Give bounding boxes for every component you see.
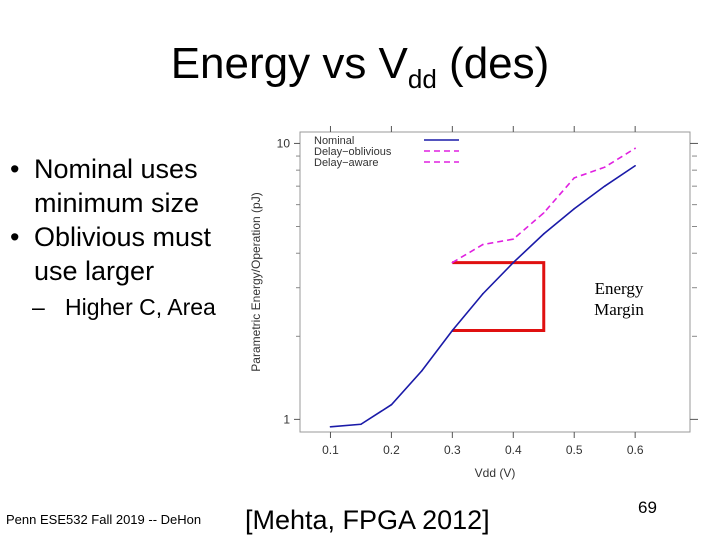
x-tick-label: 0.3 <box>444 443 461 457</box>
data-point <box>451 329 454 332</box>
sub-bullet-item: – Higher C, Area <box>10 292 250 322</box>
energy-margin-label: Energy Margin <box>594 279 644 319</box>
data-point <box>451 261 454 264</box>
title-subscript: dd <box>407 64 437 94</box>
x-tick-label: 0.6 <box>627 443 644 457</box>
energy-chart: 0.1 0.2 0.3 0.4 0.5 0.6 1 10 Vdd (V) Parametric E… <box>249 126 698 480</box>
data-point <box>603 185 606 187</box>
bullet-dot-icon: • <box>10 154 20 184</box>
x-tick-label: 0.2 <box>383 443 400 457</box>
data-point <box>634 164 636 167</box>
legend-label: Delay−aware <box>314 157 379 169</box>
legend-label: Delay−oblivious <box>314 146 392 158</box>
data-point <box>634 147 636 150</box>
data-point <box>482 293 484 295</box>
page-number: 69 <box>638 498 657 517</box>
data-point <box>360 423 362 426</box>
y-tick-label: 10 <box>277 136 291 150</box>
slide-title: Energy vs Vdd (des) <box>0 38 720 105</box>
data-point <box>573 207 576 210</box>
bullet-item: • Nominal uses minimum size <box>10 152 250 220</box>
y-axis-label: Parametric Energy/Operation (pJ) <box>249 192 263 371</box>
title-main: Energy vs V <box>170 39 408 88</box>
data-point <box>390 403 393 406</box>
data-point <box>421 369 423 372</box>
bullet-list: • Nominal uses minimum size • Oblivious mu… <box>10 152 250 322</box>
data-point <box>512 261 515 264</box>
data-point <box>512 238 515 240</box>
series-line-delay-oblivious <box>451 147 636 264</box>
data-point <box>542 233 545 235</box>
legend-label: Nominal <box>314 135 354 147</box>
energy-margin-bracket <box>452 261 546 332</box>
bullet-item: • Oblivious must use larger <box>10 220 250 288</box>
plot-frame <box>299 131 691 433</box>
bullet-text: Oblivious must use larger <box>34 222 212 286</box>
data-point <box>603 166 606 169</box>
x-tick-label: 0.4 <box>505 443 522 457</box>
title-tail: (des) <box>436 39 550 88</box>
data-point <box>482 243 484 246</box>
citation: [Mehta, FPGA 2012] <box>245 505 490 535</box>
data-point <box>542 212 545 214</box>
x-tick-label: 0.5 <box>566 443 583 457</box>
y-tick-label: 1 <box>283 412 290 426</box>
footer-course: Penn ESE532 Fall 2019 -- DeHon <box>6 512 202 527</box>
x-axis-label: Vdd (V) <box>475 466 516 480</box>
bullet-text: Nominal uses minimum size <box>34 154 200 218</box>
data-point <box>573 177 576 179</box>
bullet-dot-icon: • <box>10 222 20 252</box>
sub-bullet-text: Higher C, Area <box>65 294 216 320</box>
x-tick-label: 0.1 <box>322 443 339 457</box>
data-point <box>329 425 332 428</box>
dash-icon: – <box>32 294 45 320</box>
